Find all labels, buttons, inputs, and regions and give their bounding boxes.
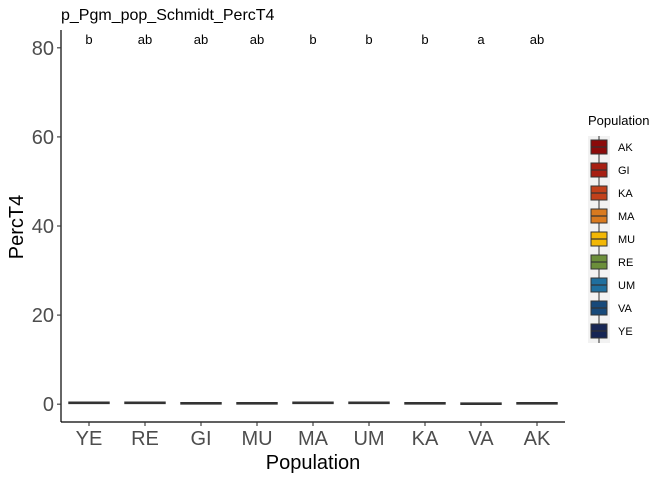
legend-label: RE: [618, 257, 633, 269]
legend-item: UM: [588, 274, 635, 297]
significance-letter: ab: [530, 32, 544, 47]
plot-area: b ab ab ab b b b a ab: [68, 32, 558, 406]
legend-label: UM: [618, 280, 635, 292]
legend-label: AK: [618, 142, 633, 154]
legend-label: VA: [618, 303, 633, 315]
legend-label: KA: [618, 188, 633, 200]
significance-letter: ab: [138, 32, 152, 47]
significance-letter: b: [421, 32, 428, 47]
legend: Population AK GI KA MA MU RE UM VA YE: [588, 113, 649, 343]
legend-label: MA: [618, 211, 635, 223]
x-tick-label: UM: [353, 428, 384, 450]
legend-item: MU: [588, 228, 635, 251]
significance-letter: b: [85, 32, 92, 47]
x-tick-label: MU: [241, 428, 272, 450]
y-tick-label: 60: [32, 127, 54, 149]
x-tick-label: AK: [524, 428, 551, 450]
x-tick-label: KA: [412, 428, 439, 450]
significance-letter: ab: [250, 32, 264, 47]
legend-item: YE: [588, 320, 633, 343]
legend-item: VA: [588, 297, 633, 320]
legend-title: Population: [588, 113, 649, 128]
legend-label: MU: [618, 234, 635, 246]
y-tick-label: 20: [32, 305, 54, 327]
legend-label: GI: [618, 165, 630, 177]
x-tick-label: RE: [131, 428, 159, 450]
legend-label: YE: [618, 326, 633, 338]
legend-item: RE: [588, 251, 633, 274]
x-tick-label: GI: [190, 428, 211, 450]
y-tick-label: 0: [43, 394, 54, 416]
legend-items: AK GI KA MA MU RE UM VA YE: [588, 136, 635, 343]
y-axis-label: PercT4: [6, 195, 28, 259]
legend-item: MA: [588, 205, 635, 228]
y-axis: 0 20 40 60 80: [32, 30, 62, 422]
chart-title: p_Pgm_pop_Schmidt_PercT4: [61, 7, 275, 24]
legend-item: GI: [588, 159, 630, 182]
significance-letter: b: [309, 32, 316, 47]
x-axis: YE RE GI MU MA UM KA VA AK: [61, 421, 565, 450]
significance-letter: a: [477, 32, 485, 47]
x-tick-label: VA: [468, 428, 494, 450]
x-axis-label: Population: [266, 452, 361, 474]
legend-item: KA: [588, 182, 633, 205]
significance-letter: ab: [194, 32, 208, 47]
legend-item: AK: [588, 136, 633, 159]
x-tick-label: MA: [298, 428, 329, 450]
significance-letter: b: [365, 32, 372, 47]
y-tick-label: 80: [32, 38, 54, 60]
y-tick-label: 40: [32, 216, 54, 238]
x-tick-label: YE: [76, 428, 103, 450]
